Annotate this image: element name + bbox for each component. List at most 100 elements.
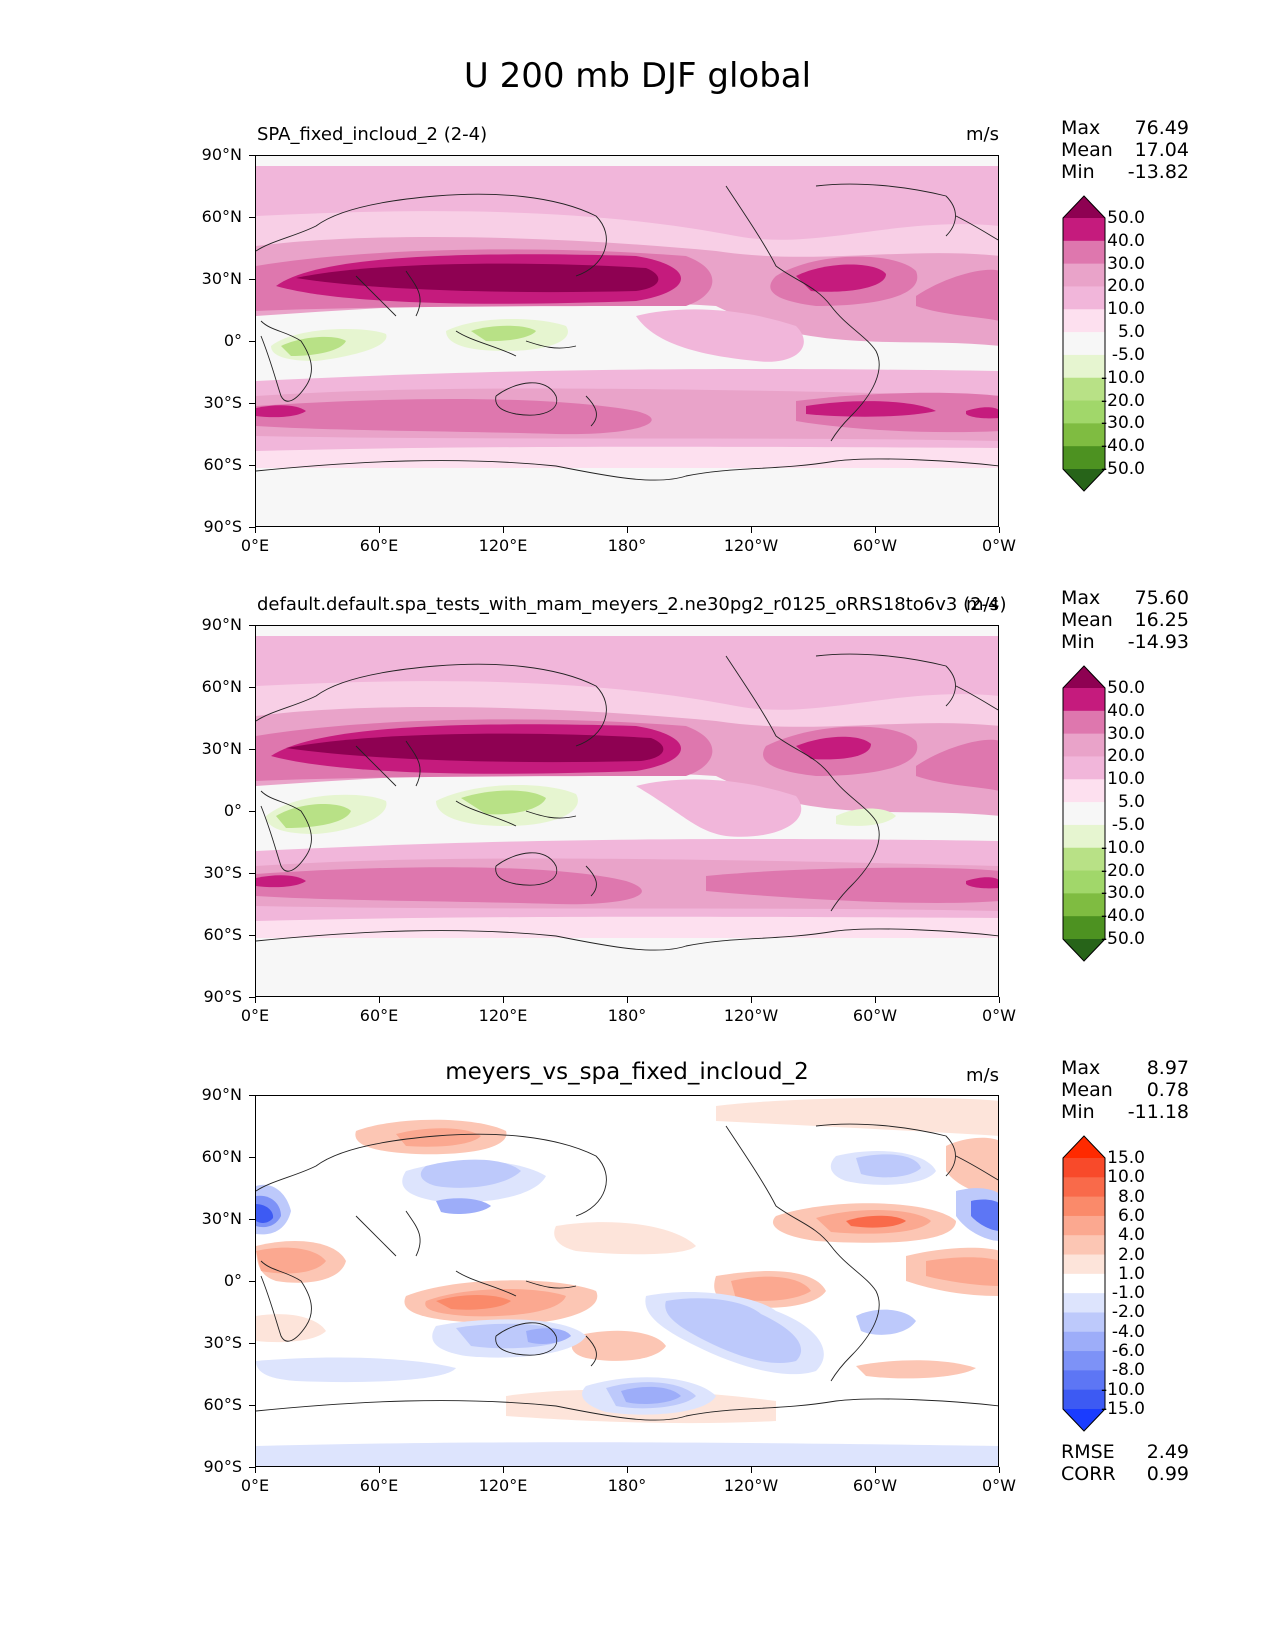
x-tick-mark (255, 1467, 256, 1473)
panel-1-stats: Max 76.49 Mean 17.04 Min -13.82 (1061, 117, 1189, 183)
colorbar-segment (1063, 802, 1105, 826)
colorbar-segment (1063, 1196, 1105, 1217)
colorbar-tick-label: 30.0 (1107, 723, 1145, 744)
colorbar-segment (1063, 779, 1105, 803)
colorbar-tick-label: -8.0 (1111, 1360, 1145, 1381)
y-tick-label: 0° (223, 331, 242, 350)
colorbar-segment (1063, 1331, 1105, 1352)
colorbar-tick-label: -5.0 (1111, 814, 1145, 835)
y-tick-mark (249, 1405, 255, 1406)
colorbar-tick-label: 2.0 (1117, 1244, 1145, 1265)
colorbar-segment (1063, 1273, 1105, 1294)
y-tick-mark (249, 279, 255, 280)
panel-3-stats: Max 8.97 Mean 0.78 Min -11.18 (1061, 1057, 1189, 1123)
x-tick-mark (999, 1467, 1000, 1473)
panel-1-title: SPA_fixed_incloud_2 (2-4) (257, 124, 488, 145)
y-tick-label: 30°S (203, 393, 242, 412)
colorbar-tick-label: 5.0 (1117, 322, 1145, 343)
colorbar-tick-label: 8.0 (1117, 1186, 1145, 1207)
max-value: 76.49 (1134, 117, 1189, 139)
y-tick-mark (249, 1157, 255, 1158)
x-tick-label: 180° (607, 536, 647, 555)
colorbar-outline (1062, 195, 1106, 492)
y-tick-mark (249, 811, 255, 812)
min-value: -11.18 (1127, 1101, 1189, 1123)
colorbar-segment (1063, 824, 1105, 849)
colorbar-2 (1062, 665, 1106, 962)
x-tick-label: 120°W (723, 1476, 779, 1495)
y-tick-mark (249, 687, 255, 688)
colorbar-segment (1063, 1293, 1105, 1313)
x-tick-mark (255, 527, 256, 533)
x-tick-mark (751, 997, 752, 1003)
colorbar-segment (1063, 218, 1105, 242)
panel-1-map (255, 155, 999, 527)
y-tick-label: 30°N (201, 269, 242, 288)
x-tick-label: 0°W (982, 536, 1016, 555)
colorbar-tick-label: 5.0 (1117, 792, 1145, 813)
y-tick-mark (249, 935, 255, 936)
colorbar-segment (1063, 1215, 1105, 1236)
colorbar-tick-label: 50.0 (1107, 678, 1145, 698)
y-tick-label: 0° (223, 1271, 242, 1290)
x-tick-label: 60°E (359, 1476, 399, 1495)
y-tick-label: 60°S (203, 455, 242, 474)
colorbar-extend-top (1063, 666, 1105, 688)
y-tick-label: 90°S (203, 517, 242, 536)
x-tick-mark (627, 997, 628, 1003)
colorbar-outline (1062, 665, 1106, 962)
colorbar-segment (1063, 423, 1105, 447)
y-tick-label: 60°N (201, 1147, 242, 1166)
colorbar-segment (1063, 332, 1105, 356)
y-tick-label: 30°S (203, 863, 242, 882)
max-value: 8.97 (1146, 1057, 1189, 1079)
x-tick-mark (751, 1467, 752, 1473)
y-tick-mark (249, 1281, 255, 1282)
colorbar-tick-label: 1.0 (1117, 1263, 1145, 1284)
x-tick-label: 0°W (982, 1006, 1016, 1025)
colorbar-tick-label: -50.0 (1101, 459, 1145, 479)
colorbar-tick-label: -10.0 (1101, 837, 1145, 858)
panel-3-title: meyers_vs_spa_fixed_incloud_2 (445, 1059, 809, 1085)
y-tick-mark (249, 341, 255, 342)
x-tick-label: 60°W (852, 536, 898, 555)
x-tick-mark (379, 527, 380, 533)
corr-label: CORR (1061, 1463, 1116, 1485)
colorbar-tick-label: 6.0 (1117, 1205, 1145, 1226)
colorbar-tick-label: -4.0 (1111, 1321, 1145, 1342)
y-tick-mark (249, 749, 255, 750)
panel-1-units: m/s (966, 124, 999, 145)
x-tick-mark (999, 527, 1000, 533)
colorbar-tick-label: -30.0 (1101, 883, 1145, 904)
y-tick-label: 60°N (201, 207, 242, 226)
y-tick-mark (249, 873, 255, 874)
colorbar-extend-top (1063, 196, 1105, 218)
x-tick-mark (875, 997, 876, 1003)
y-tick-mark (249, 625, 255, 626)
y-tick-mark (249, 527, 255, 528)
y-tick-mark (249, 403, 255, 404)
x-tick-label: 120°E (478, 1476, 528, 1495)
y-tick-label: 90°N (201, 1085, 242, 1104)
y-tick-label: 30°N (201, 1209, 242, 1228)
colorbar-segment (1063, 870, 1105, 894)
panel-3-map (255, 1095, 999, 1467)
y-tick-mark (249, 997, 255, 998)
x-tick-label: 60°E (359, 1006, 399, 1025)
x-tick-label: 180° (607, 1476, 647, 1495)
colorbar-tick-label: 20.0 (1107, 746, 1145, 767)
y-tick-label: 90°N (201, 615, 242, 634)
x-tick-mark (503, 997, 504, 1003)
colorbar-segment (1063, 1177, 1105, 1198)
colorbar-segment (1063, 756, 1105, 780)
colorbar-tick-label: -10.0 (1101, 1379, 1145, 1400)
colorbar-segment (1063, 1351, 1105, 1371)
max-value: 75.60 (1134, 587, 1189, 609)
colorbar-segment (1063, 1389, 1105, 1410)
mean-label: Mean (1061, 139, 1113, 161)
min-label: Min (1061, 161, 1095, 183)
x-tick-label: 0°W (982, 1476, 1016, 1495)
x-tick-mark (379, 997, 380, 1003)
max-label: Max (1061, 117, 1101, 139)
colorbar-segment (1063, 1370, 1105, 1391)
